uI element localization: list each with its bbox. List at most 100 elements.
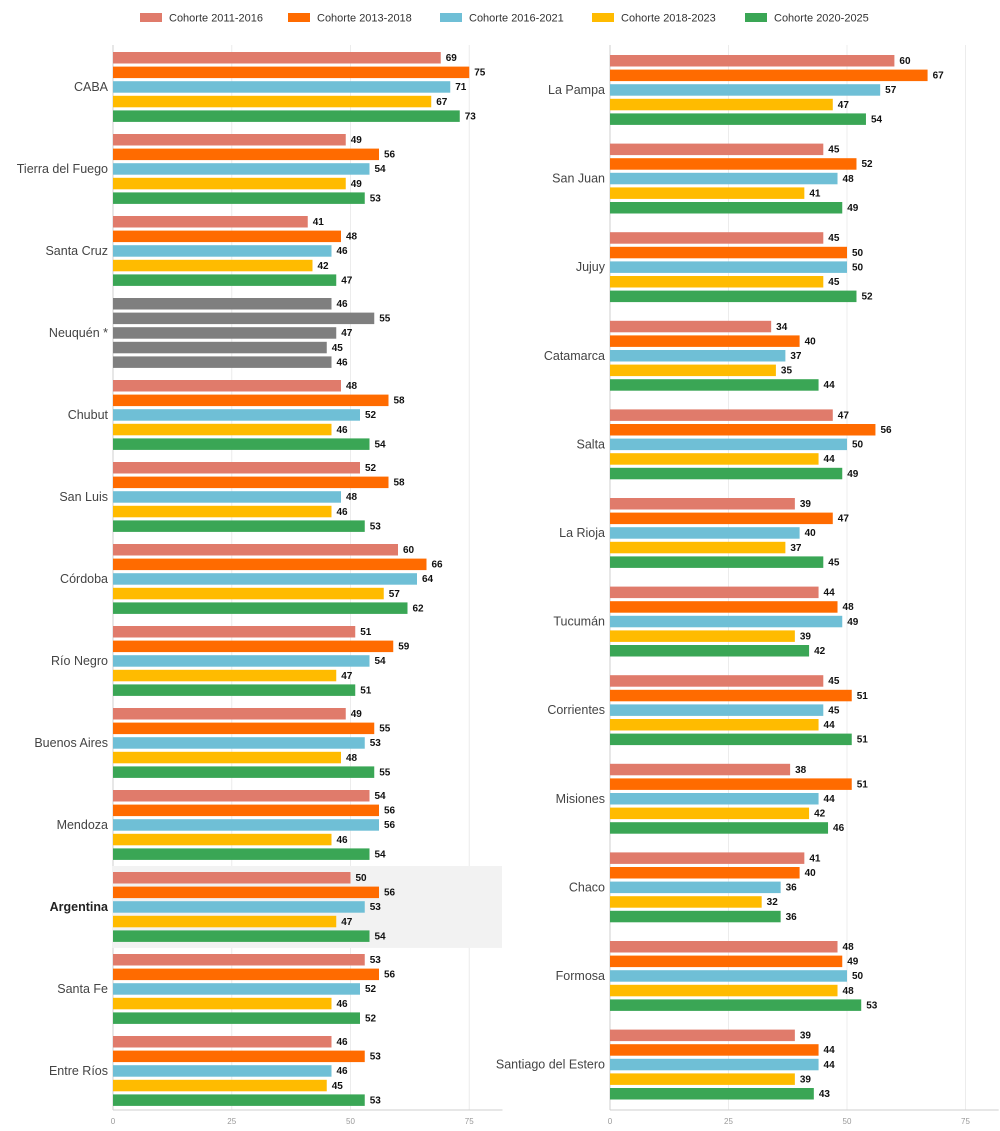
data-label-1-6-3: 39 xyxy=(800,631,812,642)
data-label-0-4-0: 48 xyxy=(346,381,358,392)
bar-1-2-2 xyxy=(610,261,847,273)
data-label-1-8-0: 38 xyxy=(795,765,807,776)
data-label-1-9-0: 41 xyxy=(809,853,821,864)
bar-1-3-4 xyxy=(610,379,819,391)
bar-1-6-3 xyxy=(610,630,795,642)
bar-0-5-2 xyxy=(113,491,341,503)
data-label-1-1-4: 49 xyxy=(847,203,859,214)
legend-swatch-1 xyxy=(140,13,162,22)
data-label-1-9-4: 36 xyxy=(786,912,798,923)
bar-1-4-4 xyxy=(610,467,843,480)
data-label-0-9-2: 56 xyxy=(384,820,396,831)
bar-0-1-1 xyxy=(113,148,379,161)
data-label-0-12-1: 53 xyxy=(370,1052,382,1063)
bar-0-5-1 xyxy=(113,476,389,489)
bar-1-9-2 xyxy=(610,881,781,894)
data-label-1-10-2: 50 xyxy=(852,971,864,982)
data-label-0-12-0: 46 xyxy=(337,1037,349,1048)
category-label-0-1: Tierra del Fuego xyxy=(17,162,108,176)
category-label-1-8: Misiones xyxy=(556,792,605,806)
bar-0-8-1 xyxy=(113,722,375,735)
bar-1-0-4 xyxy=(610,113,866,125)
bar-0-7-4 xyxy=(113,684,356,696)
bar-1-2-3 xyxy=(610,276,824,288)
bar-1-1-3 xyxy=(610,187,805,199)
bar-1-0-0 xyxy=(610,55,895,67)
bar-0-5-0 xyxy=(113,462,360,474)
bar-0-10-3 xyxy=(113,915,337,928)
data-label-1-11-1: 44 xyxy=(824,1045,836,1056)
data-label-0-3-1: 55 xyxy=(379,314,391,325)
category-label-0-5: San Luis xyxy=(59,490,108,504)
bar-0-10-4 xyxy=(113,930,370,942)
data-label-0-4-3: 46 xyxy=(337,425,349,436)
category-label-1-7: Corrientes xyxy=(547,703,605,717)
bar-1-8-4 xyxy=(610,822,829,834)
data-label-0-6-4: 62 xyxy=(413,603,425,614)
bar-0-11-4 xyxy=(113,1012,360,1024)
bar-0-1-2 xyxy=(113,163,370,175)
data-label-1-3-3: 35 xyxy=(781,366,793,377)
bar-0-4-0 xyxy=(113,380,341,392)
category-label-0-4: Chubut xyxy=(68,408,109,422)
category-label-0-11: Santa Fe xyxy=(57,982,108,996)
data-label-0-3-0: 46 xyxy=(337,299,349,310)
data-label-0-11-2: 52 xyxy=(365,984,377,995)
legend-swatch-5 xyxy=(745,13,767,22)
bar-1-11-0 xyxy=(610,1029,795,1042)
bar-0-3-2 xyxy=(113,327,337,339)
data-label-1-4-0: 47 xyxy=(838,410,850,421)
bar-0-5-3 xyxy=(113,505,332,518)
data-label-0-10-4: 54 xyxy=(375,931,387,942)
bar-1-1-0 xyxy=(610,143,824,156)
bar-0-12-1 xyxy=(113,1050,365,1063)
bar-0-2-3 xyxy=(113,259,313,272)
data-label-0-12-3: 45 xyxy=(332,1081,344,1092)
bar-0-12-0 xyxy=(113,1036,332,1048)
data-label-0-11-0: 53 xyxy=(370,955,382,966)
category-label-1-9: Chaco xyxy=(569,880,605,894)
bar-0-6-0 xyxy=(113,544,398,556)
data-label-0-2-2: 46 xyxy=(337,246,349,257)
bar-0-4-2 xyxy=(113,409,360,421)
data-label-0-1-0: 49 xyxy=(351,135,363,146)
bar-0-10-0 xyxy=(113,872,351,884)
data-label-1-6-1: 48 xyxy=(843,602,855,613)
bar-0-2-0 xyxy=(113,216,308,228)
data-label-0-11-1: 56 xyxy=(384,970,396,981)
category-label-0-2: Santa Cruz xyxy=(45,244,108,258)
legend: Cohorte 2011-2016 Cohorte 2013-2018 Cohort… xyxy=(140,13,869,25)
bar-0-10-2 xyxy=(113,901,365,913)
bar-1-11-2 xyxy=(610,1058,819,1071)
data-label-0-2-0: 41 xyxy=(313,217,325,228)
data-label-1-1-2: 48 xyxy=(843,174,855,185)
data-label-0-0-4: 73 xyxy=(465,111,477,122)
bar-1-0-1 xyxy=(610,69,928,82)
data-label-1-3-1: 40 xyxy=(805,336,817,347)
bar-0-2-2 xyxy=(113,245,332,257)
data-label-1-6-2: 49 xyxy=(847,617,859,628)
bar-1-5-0 xyxy=(610,498,795,510)
bar-0-1-4 xyxy=(113,192,365,204)
legend-label-5: Cohorte 2020-2025 xyxy=(774,13,869,25)
category-label-1-10: Formosa xyxy=(556,969,605,983)
bar-1-3-2 xyxy=(610,350,786,362)
category-label-0-0: CABA xyxy=(74,80,109,94)
data-label-0-3-3: 45 xyxy=(332,343,344,354)
bar-1-10-3 xyxy=(610,984,838,997)
data-label-1-1-0: 45 xyxy=(828,145,840,156)
category-label-1-4: Salta xyxy=(577,437,606,451)
tick-label-1-1: 25 xyxy=(724,1117,733,1126)
bar-0-6-4 xyxy=(113,602,408,614)
bar-1-8-1 xyxy=(610,778,852,790)
data-label-0-7-0: 51 xyxy=(360,627,372,638)
data-label-0-8-1: 55 xyxy=(379,724,391,735)
bar-0-1-3 xyxy=(113,177,346,190)
data-label-1-7-4: 51 xyxy=(857,735,869,746)
bar-0-9-2 xyxy=(113,819,379,831)
tick-label-1-3: 75 xyxy=(961,1117,970,1126)
data-label-0-11-4: 52 xyxy=(365,1013,377,1024)
data-label-1-10-0: 48 xyxy=(843,942,855,953)
category-label-0-12: Entre Ríos xyxy=(49,1064,108,1078)
data-label-0-4-4: 54 xyxy=(375,439,387,450)
